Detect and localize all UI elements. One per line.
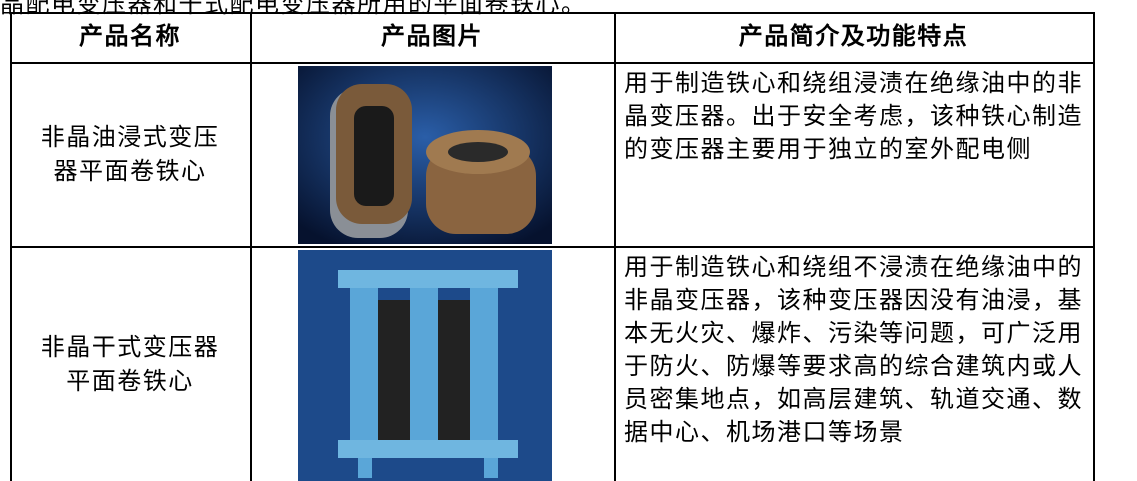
header-cell: 产品名称 bbox=[79, 24, 181, 50]
border bbox=[1093, 12, 1095, 481]
product-image bbox=[298, 250, 552, 481]
product-name-cell: 非晶油浸式变压器平面卷铁心 bbox=[10, 64, 250, 246]
border bbox=[250, 12, 252, 481]
product-name-cell: 非晶干式变压器平面卷铁心 bbox=[10, 248, 250, 481]
header-cell: 产品图片 bbox=[381, 24, 483, 50]
product-image bbox=[298, 66, 552, 244]
border bbox=[10, 246, 1095, 248]
border bbox=[10, 62, 1095, 64]
product-name: 非晶干式变压器平面卷铁心 bbox=[40, 334, 220, 395]
product-description: 用于制造铁心和绕组不浸渍在绝缘油中的非晶变压器，该种变压器因没有油浸，基本无火灾… bbox=[624, 255, 1083, 446]
product-description: 用于制造铁心和绕组浸渍在绝缘油中的非晶变压器。出于安全考虑，该种铁心制造的变压器… bbox=[624, 71, 1083, 163]
header-cell: 产品简介及功能特点 bbox=[738, 24, 969, 50]
border bbox=[614, 12, 616, 481]
border bbox=[10, 12, 1095, 14]
border bbox=[10, 12, 12, 481]
product-name: 非晶油浸式变压器平面卷铁心 bbox=[40, 125, 220, 185]
